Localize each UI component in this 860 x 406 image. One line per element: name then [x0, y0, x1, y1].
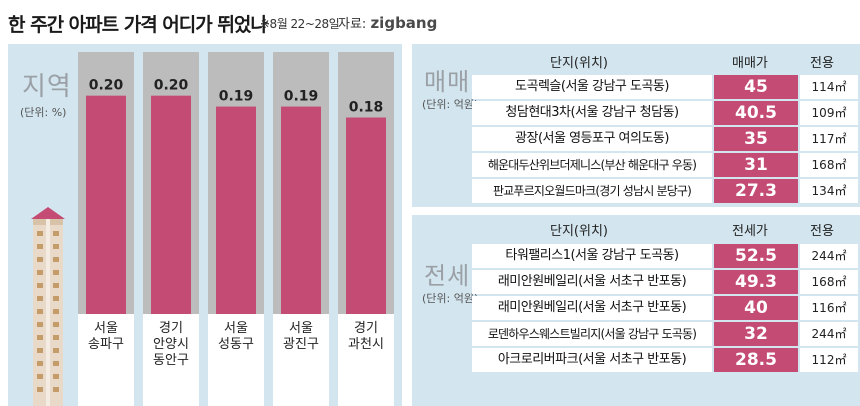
source-label: 자료:: [338, 17, 367, 32]
sale-row-price: 45: [714, 75, 798, 99]
jeonse-row-price: 32: [714, 322, 798, 346]
sale-section-title: 매매: [424, 68, 471, 96]
sale-row-name: 광장(서울 영등포구 여의도동): [472, 127, 712, 151]
sale-row-name: 해운대두산위브더제니스(부산 해운대구 우동): [472, 153, 712, 177]
bar: [86, 95, 126, 314]
sale-row-area: 114㎡: [800, 75, 858, 99]
sale-row-price: 35: [714, 127, 798, 151]
header: 한 주간 아파트 가격 어디가 뛰었나 ※8월 22~28일 자료: zigba…: [0, 0, 860, 44]
sale-row-area: 134㎡: [800, 179, 858, 203]
jeonse-header-area: 전용: [810, 224, 834, 239]
jeonse-header-name: 단지(위치): [550, 224, 608, 239]
jeonse-row-area: 244㎡: [800, 244, 858, 268]
sale-row-name: 도곡렉슬(서울 강남구 도곡동): [472, 75, 712, 99]
region-chart-panel: 0.20 서울 송파구 0.20 경기 안양시 동안구 0.19 서울 성동구 0.19 서울 광진구 0…: [8, 44, 402, 406]
region-label: 지역: [22, 72, 72, 102]
jeonse-header-price: 전세가: [732, 224, 768, 239]
jeonse-row-name: 래미안원베일리(서울 서초구 반포동): [472, 270, 712, 294]
bar: [151, 95, 191, 314]
category-label: 광진구: [283, 337, 319, 352]
apartment-building-illustration: [31, 207, 65, 406]
sale-row-name: 판교푸르지오월드마크(경기 성남시 분당구): [472, 179, 712, 203]
jeonse-row-price: 49.3: [714, 270, 798, 294]
sale-header-name: 단지(위치): [550, 56, 608, 71]
jeonse-section-title: 전세: [424, 262, 471, 290]
bar: [281, 106, 321, 314]
bar-value-label: 0.18: [349, 100, 384, 116]
category-label: 서울: [224, 321, 248, 336]
sale-row-price: 40.5: [714, 101, 798, 125]
sale-header-price: 매매가: [732, 56, 768, 71]
bar-value-label: 0.19: [284, 89, 319, 105]
sale-row-area: 117㎡: [800, 127, 858, 151]
bar: [216, 106, 256, 314]
category-label-box: [78, 314, 134, 406]
category-label: 동안구: [153, 353, 189, 368]
jeonse-row-area: 112㎡: [800, 348, 858, 372]
bar-value-label: 0.19: [219, 89, 254, 105]
source: 자료: zigbang: [338, 13, 437, 32]
page-title: 한 주간 아파트 가격 어디가 뛰었나: [8, 14, 268, 36]
jeonse-row-price: 40: [714, 296, 798, 320]
category-label-box: [338, 314, 394, 406]
jeonse-row-price: 52.5: [714, 244, 798, 268]
sale-row-area: 109㎡: [800, 101, 858, 125]
region-unit: (단위: %): [20, 106, 67, 119]
jeonse-row-area: 168㎡: [800, 270, 858, 294]
sale-unit: (단위: 억원): [422, 98, 479, 111]
jeonse-row-name: 타워팰리스1(서울 강남구 도곡동): [472, 244, 712, 268]
region-bar-chart: 0.20서울송파구0.20경기안양시동안구0.19서울성동구0.19서울광진구0…: [78, 52, 394, 406]
jeonse-row-name: 로덴하우스웨스트빌리지(서울 강남구 도곡동): [472, 322, 712, 346]
category-label: 서울: [289, 321, 313, 336]
category-label-box: [143, 314, 199, 406]
sale-row-name: 청담현대3차(서울 강남구 청담동): [472, 101, 712, 125]
category-label-box: [208, 314, 264, 406]
source-name: zigbang: [370, 14, 438, 32]
jeonse-row-name: 래미안원베일리(서울 서초구 반포동): [472, 296, 712, 320]
category-label-box: [273, 314, 329, 406]
category-label: 안양시: [153, 337, 189, 352]
tables-panel: 단지(위치) 매매가 전용 매매 (단위: 억원) 도곡렉슬(서울 강남구 도곡…: [412, 44, 860, 406]
bar: [346, 117, 386, 314]
category-label: 성동구: [218, 337, 254, 352]
section-divider: [412, 207, 860, 215]
jeonse-row-name: 아크로리버파크(서울 서초구 반포동): [472, 348, 712, 372]
jeonse-row-area: 244㎡: [800, 322, 858, 346]
sale-row-price: 31: [714, 153, 798, 177]
category-label: 경기: [354, 321, 378, 336]
jeonse-unit: (단위: 억원): [422, 292, 479, 305]
sale-row-area: 168㎡: [800, 153, 858, 177]
jeonse-row-area: 116㎡: [800, 296, 858, 320]
category-label: 송파구: [88, 337, 124, 352]
jeonse-row-price: 28.5: [714, 348, 798, 372]
bar-value-label: 0.20: [154, 78, 189, 94]
category-label: 경기: [159, 321, 183, 336]
category-label: 서울: [94, 321, 118, 336]
sale-row-price: 27.3: [714, 179, 798, 203]
period-note: ※8월 22~28일: [260, 17, 340, 31]
sale-header-area: 전용: [810, 56, 834, 71]
category-label: 과천시: [348, 337, 384, 352]
bar-value-label: 0.20: [89, 78, 124, 94]
